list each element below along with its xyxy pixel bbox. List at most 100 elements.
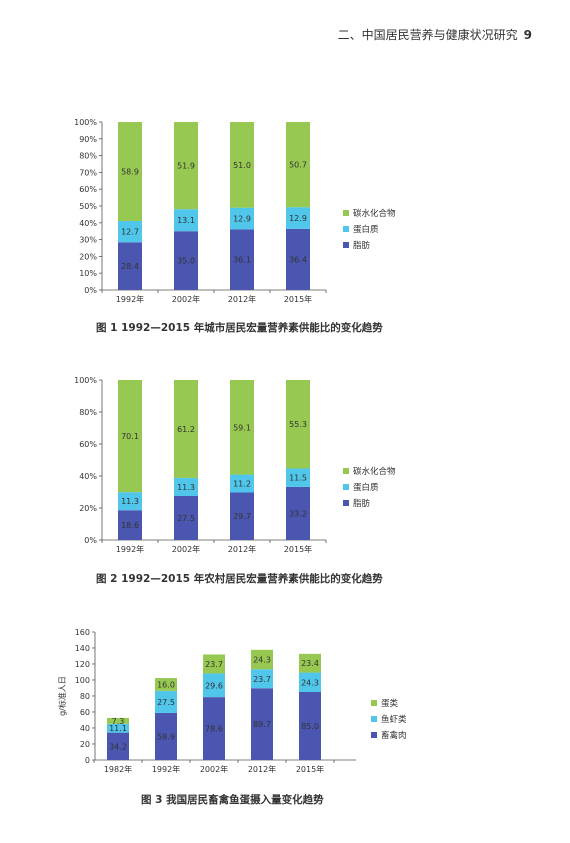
y-tick-label: 140 (75, 644, 90, 653)
bar-segment-碳水化合物 (286, 122, 310, 208)
bar-segment-蛋类 (155, 678, 177, 691)
bar-segment-鱼虾类 (107, 723, 129, 733)
bar-segment-鱼虾类 (203, 673, 225, 698)
x-tick-label: 1982年 (104, 764, 132, 774)
legend-swatch (343, 242, 349, 248)
data-label: 12.7 (121, 228, 139, 237)
chart-1-urban: 0% 10% 20% 30% 40% 50% 60% 70% 80% 90% 100% 28.4 12.… (74, 118, 396, 304)
bar-segment-碳水化合物 (118, 122, 142, 221)
figure-3-caption: 图 3 我国居民畜禽鱼蛋摄入量变化趋势 (141, 794, 324, 806)
x-tick-label: 2002年 (200, 764, 228, 774)
y-tick-label: 0% (84, 536, 97, 545)
bar-segment-蛋类 (203, 654, 225, 674)
legend-swatch (343, 468, 349, 474)
legend-swatch (371, 732, 377, 738)
data-label: 12.9 (233, 215, 251, 224)
legend-label: 脂肪 (353, 240, 371, 251)
data-label: 11.1 (109, 724, 127, 733)
chart-3-intake: 0 20 40 60 80 100 120 140 160 g/标准人日 34.2 11.17.3 19… (57, 628, 407, 774)
header-title: 二、中国居民营养与健康状况研究 (337, 28, 518, 42)
legend-swatch (343, 484, 349, 490)
bar-segment-蛋白质 (230, 474, 254, 493)
data-label: 59.1 (233, 423, 251, 432)
legend-label: 碳水化合物 (353, 466, 396, 477)
y-tick-label: 100% (74, 376, 97, 385)
data-label: 70.1 (121, 432, 139, 441)
bar-segment-畜禽肉 (299, 692, 321, 760)
data-label: 58.9 (121, 167, 139, 176)
data-label: 29.7 (233, 512, 251, 521)
bar-segment-蛋白质 (230, 207, 254, 230)
legend-label: 畜禽肉 (381, 730, 407, 741)
y-tick-label: 80 (80, 692, 90, 701)
data-label: 24.3 (253, 656, 271, 665)
bar-segment-畜禽肉 (107, 732, 129, 760)
bar-segment-脂肪 (118, 510, 142, 540)
data-label: 18.6 (121, 521, 139, 530)
data-label: 51.0 (233, 161, 251, 170)
legend-swatch (343, 226, 349, 232)
y-tick-label: 10% (79, 269, 97, 278)
bar-segment-脂肪 (230, 229, 254, 290)
y-tick-label: 40% (79, 472, 97, 481)
x-tick-label: 1992年 (116, 544, 144, 554)
data-label: 28.4 (121, 262, 139, 271)
figure-2-caption: 图 2 1992—2015 年农村居民宏量营养素供能比的变化趋势 (96, 573, 383, 585)
data-label: 61.2 (177, 425, 195, 434)
data-label: 55.3 (289, 420, 307, 429)
bar-segment-蛋类 (299, 653, 321, 673)
bar-segment-蛋类 (251, 649, 273, 670)
data-label: 34.2 (109, 742, 127, 751)
data-label: 13.1 (177, 216, 195, 225)
x-tick-label: 2012年 (248, 764, 276, 774)
running-header: 二、中国居民营养与健康状况研究 9 (338, 26, 532, 43)
x-tick-label: 2002年 (172, 544, 200, 554)
bar-segment-碳水化合物 (118, 380, 142, 493)
legend-label: 蛋类 (381, 698, 399, 709)
y-tick-label: 0 (85, 756, 90, 765)
bar-segment-鱼虾类 (299, 672, 321, 692)
page-number: 9 (523, 28, 532, 42)
y-tick-label: 120 (75, 660, 90, 669)
bar-segment-碳水化合物 (286, 380, 310, 469)
bar-segment-蛋白质 (118, 220, 142, 243)
y-tick-label: 100% (74, 118, 97, 127)
bar-segment-鱼虾类 (155, 690, 177, 713)
x-tick-label: 1992年 (152, 764, 180, 774)
legend-label: 鱼虾类 (381, 714, 407, 725)
bar-segment-蛋白质 (174, 477, 198, 496)
data-label: 27.5 (157, 698, 175, 707)
y-axis-label: g/标准人日 (57, 676, 67, 716)
x-tick-label: 2012年 (228, 294, 256, 304)
y-tick-label: 30% (79, 236, 97, 245)
bar-segment-脂肪 (230, 492, 254, 540)
bar-segment-蛋白质 (286, 468, 310, 487)
legend-swatch (371, 716, 377, 722)
data-label: 36.4 (289, 255, 307, 264)
legend-swatch (343, 210, 349, 216)
legend-swatch (343, 500, 349, 506)
data-label: 12.9 (289, 214, 307, 223)
legend-label: 蛋白质 (353, 482, 379, 493)
bar-segment-蛋白质 (286, 207, 310, 229)
y-tick-label: 80% (79, 152, 97, 161)
legend-label: 蛋白质 (353, 224, 379, 235)
x-tick-label: 2015年 (296, 764, 324, 774)
data-label: 11.3 (177, 483, 195, 492)
y-tick-label: 90% (79, 135, 97, 144)
data-label: 51.9 (177, 162, 195, 171)
legend-label: 脂肪 (353, 498, 371, 509)
data-label: 29.6 (205, 681, 223, 690)
bar-segment-脂肪 (174, 231, 198, 290)
bar-segment-脂肪 (286, 486, 310, 540)
y-tick-label: 20 (80, 740, 90, 749)
x-tick-label: 2015年 (284, 544, 312, 554)
y-tick-label: 60% (79, 440, 97, 449)
data-label: 23.7 (253, 675, 271, 684)
data-label: 16.0 (157, 680, 175, 689)
data-label: 23.7 (205, 660, 223, 669)
data-label: 11.5 (289, 474, 307, 483)
bar-segment-蛋类 (107, 717, 129, 724)
bar-segment-畜禽肉 (251, 688, 273, 760)
x-tick-label: 2012年 (228, 544, 256, 554)
